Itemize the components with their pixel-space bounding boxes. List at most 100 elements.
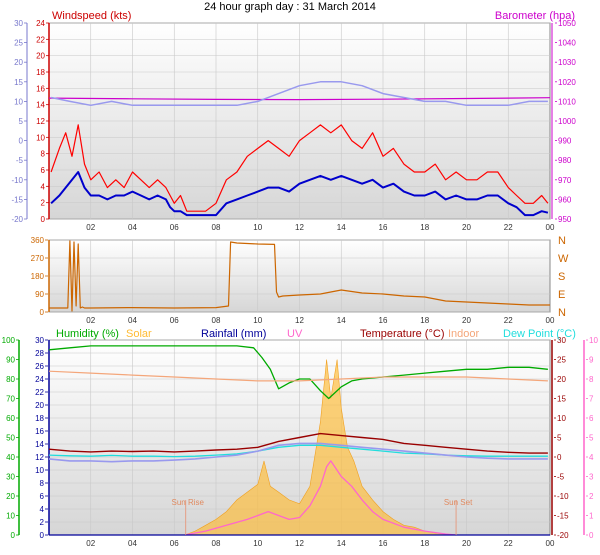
- left-inner-tick-label: 10: [36, 133, 45, 142]
- humidity-tick-label: 20: [6, 492, 15, 501]
- left-inner-tick-label: 8: [41, 150, 46, 159]
- humidity-tick-label: 60: [6, 414, 15, 423]
- x-tick-label: 18: [420, 539, 429, 548]
- temp-tick-label: 0: [557, 453, 562, 462]
- right-tick-label: 1000: [558, 117, 576, 126]
- x-tick-label: 06: [170, 223, 179, 232]
- left-outer-tick-label: 20: [14, 58, 23, 67]
- uv-tick-label: 0: [589, 531, 594, 540]
- x-tick-label: 08: [212, 539, 221, 548]
- temp-tick-label: 10: [557, 414, 566, 423]
- barometer-title: Barometer (hpa): [495, 10, 575, 22]
- rain-tick-label: 0: [40, 531, 45, 540]
- humidity-tick-label: 40: [6, 453, 15, 462]
- uv-tick-label: 9: [589, 356, 594, 365]
- uv-tick-label: 3: [589, 473, 594, 482]
- uv-tick-label: 7: [589, 395, 594, 404]
- rain-tick-label: 14: [35, 440, 44, 449]
- rain-tick-label: 16: [35, 427, 44, 436]
- x-tick-label: 08: [212, 223, 221, 232]
- uv-tick-label: 4: [589, 453, 594, 462]
- x-tick-label: 04: [128, 316, 137, 325]
- x-tick-label: 12: [295, 223, 304, 232]
- uv-tick-label: 2: [589, 492, 594, 501]
- compass-label: W: [558, 253, 569, 265]
- right-tick-label: 950: [558, 215, 572, 224]
- x-tick-label: 20: [462, 316, 471, 325]
- rain-tick-label: 26: [35, 362, 44, 371]
- series-line-wind-2: [48, 97, 551, 101]
- x-tick-label: 20: [462, 223, 471, 232]
- left-inner-tick-label: 4: [41, 182, 46, 191]
- x-tick-label: 00: [546, 223, 555, 232]
- sun-marker-label: Sun Rise: [171, 498, 204, 507]
- rain-tick-label: 18: [35, 414, 44, 423]
- compass-label: N: [558, 235, 566, 247]
- legend-entry: Dew Point (°C): [503, 328, 576, 340]
- left-inner-tick-label: 20: [36, 52, 45, 61]
- series-line-wind-1: [50, 171, 549, 217]
- direction-tick-label: 180: [31, 272, 45, 281]
- x-tick-label: 00: [546, 539, 555, 548]
- x-tick-label: 04: [128, 223, 137, 232]
- series-line-multi-6: [184, 460, 457, 536]
- legend-entry: UV: [287, 328, 303, 340]
- left-outer-tick-label: 5: [19, 117, 24, 126]
- x-tick-label: 08: [212, 316, 221, 325]
- temp-tick-label: -5: [557, 473, 565, 482]
- rain-tick-label: 28: [35, 349, 44, 358]
- x-tick-label: 16: [379, 316, 388, 325]
- humidity-tick-label: 100: [2, 336, 16, 345]
- rain-tick-label: 6: [40, 492, 45, 501]
- x-tick-label: 14: [337, 316, 346, 325]
- windspeed-title: Windspeed (kts): [52, 10, 131, 22]
- right-tick-label: 990: [558, 137, 572, 146]
- humidity-tick-label: 30: [6, 473, 15, 482]
- rain-tick-label: 4: [40, 505, 45, 514]
- left-outer-tick-label: -15: [11, 195, 23, 204]
- right-tick-label: 960: [558, 195, 572, 204]
- uv-tick-label: 8: [589, 375, 594, 384]
- x-tick-label: 00: [546, 316, 555, 325]
- series-line-multi-0: [48, 345, 548, 400]
- left-inner-tick-label: 16: [36, 84, 45, 93]
- temp-tick-label: -15: [557, 512, 569, 521]
- x-tick-label: 14: [337, 223, 346, 232]
- left-outer-tick-label: -10: [11, 176, 23, 185]
- rain-tick-label: 12: [35, 453, 44, 462]
- uv-tick-label: 6: [589, 414, 594, 423]
- rain-tick-label: 8: [40, 479, 45, 488]
- x-tick-label: 20: [462, 539, 471, 548]
- uv-tick-label: 10: [589, 336, 598, 345]
- legend-entry: Rainfall (mm): [201, 328, 266, 340]
- temp-tick-label: 15: [557, 395, 566, 404]
- page-title: 24 hour graph day : 31 March 2014: [204, 1, 376, 13]
- x-tick-label: 14: [337, 539, 346, 548]
- uv-tick-label: 5: [589, 434, 594, 443]
- left-outer-tick-label: 10: [14, 97, 23, 106]
- compass-label: S: [558, 271, 565, 283]
- series-line-multi-1: [48, 432, 548, 454]
- right-tick-label: 980: [558, 156, 572, 165]
- series-line-direction: [49, 240, 550, 312]
- x-tick-label: 10: [253, 316, 262, 325]
- rain-tick-label: 22: [35, 388, 44, 397]
- humidity-tick-label: 10: [6, 512, 15, 521]
- rain-tick-label: 2: [40, 518, 45, 527]
- x-tick-label: 16: [379, 539, 388, 548]
- direction-tick-label: 360: [31, 236, 45, 245]
- series-line-wind-3: [50, 81, 548, 107]
- direction-tick-label: 0: [40, 308, 45, 317]
- left-outer-tick-label: 0: [19, 137, 24, 146]
- legend-entry: Solar: [126, 328, 152, 340]
- x-tick-label: 06: [170, 539, 179, 548]
- legend-entry: Indoor: [448, 328, 480, 340]
- left-outer-tick-label: 30: [14, 19, 23, 28]
- left-inner-tick-label: 6: [41, 166, 46, 175]
- x-tick-label: 02: [86, 223, 95, 232]
- x-tick-label: 10: [253, 223, 262, 232]
- left-outer-tick-label: 25: [14, 39, 23, 48]
- right-tick-label: 1010: [558, 97, 576, 106]
